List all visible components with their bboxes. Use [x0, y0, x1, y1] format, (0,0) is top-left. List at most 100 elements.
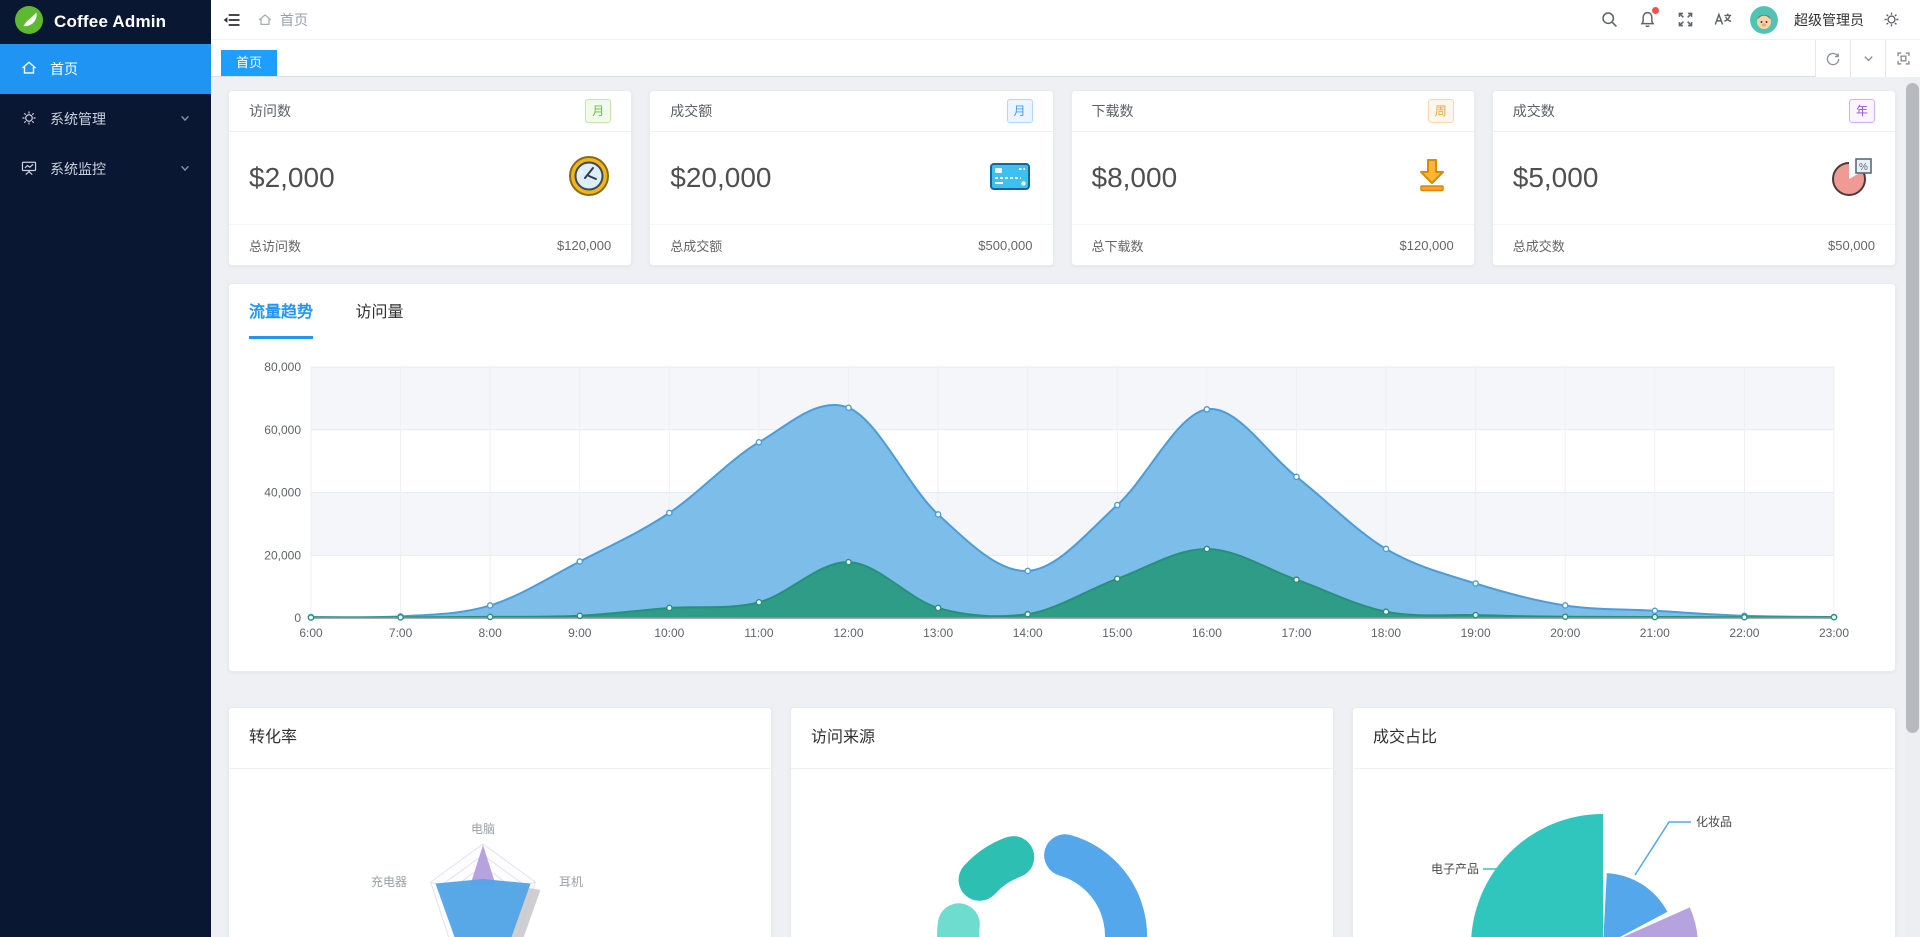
- pie-icon: %: [1829, 154, 1875, 203]
- svg-text:17:00: 17:00: [1281, 626, 1311, 640]
- svg-text:10:00: 10:00: [654, 626, 684, 640]
- fullscreen-icon[interactable]: [1674, 9, 1696, 31]
- card-title: 访问来源: [791, 708, 1333, 769]
- download-icon: [1410, 154, 1454, 203]
- stat-value: $5,000: [1512, 162, 1599, 193]
- stat-title: 成交数: [1512, 103, 1555, 119]
- svg-text:20,000: 20,000: [264, 548, 301, 562]
- deal-share-card: 成交占比 化妆品电子产品: [1352, 707, 1896, 937]
- stat-card-deal-count: 成交数 年 $5,000 % 总成交数: [1491, 90, 1896, 266]
- visit-source-donut-chart: [937, 834, 1147, 937]
- conversion-rate-card: 转化率 电脑耳机 充电器: [228, 707, 772, 937]
- svg-text:0: 0: [294, 611, 301, 625]
- gear-icon: [20, 109, 38, 130]
- stat-title: 访问数: [249, 103, 291, 119]
- translate-icon[interactable]: [1712, 9, 1734, 31]
- svg-text:21:00: 21:00: [1640, 626, 1670, 640]
- svg-text:15:00: 15:00: [1102, 626, 1132, 640]
- tab-visits[interactable]: 访问量: [355, 304, 404, 321]
- svg-text:40,000: 40,000: [264, 486, 301, 500]
- chevron-down-icon[interactable]: [1850, 40, 1885, 77]
- stat-footer-value: $120,000: [557, 237, 612, 253]
- app-logo[interactable]: Coffee Admin: [0, 0, 211, 44]
- chevron-down-icon: [179, 161, 191, 177]
- content: 访问数 月 $2,000 总访问数: [211, 77, 1920, 937]
- svg-text:22:00: 22:00: [1729, 626, 1759, 640]
- svg-text:18:00: 18:00: [1371, 626, 1401, 640]
- gear-icon[interactable]: [1880, 9, 1902, 31]
- search-icon[interactable]: [1598, 9, 1620, 31]
- username[interactable]: 超级管理员: [1794, 11, 1864, 28]
- card-title: 成交占比: [1353, 708, 1895, 769]
- chevron-down-icon: [179, 111, 191, 127]
- scrollbar-thumb[interactable]: [1906, 83, 1919, 733]
- sidebar: Coffee Admin 首页 系统管理 系统监: [0, 0, 211, 937]
- card-title: 转化率: [229, 708, 771, 769]
- breadcrumb[interactable]: 首页: [257, 10, 308, 30]
- svg-text:7:00: 7:00: [389, 626, 413, 640]
- svg-text:%: %: [1859, 162, 1868, 173]
- tab-traffic-trend[interactable]: 流量趋势: [249, 298, 314, 339]
- stat-footer-label: 总成交数: [1512, 238, 1565, 254]
- svg-text:12:00: 12:00: [834, 626, 864, 640]
- notification-dot: [1652, 6, 1659, 14]
- svg-text:电脑: 电脑: [471, 822, 495, 836]
- svg-text:11:00: 11:00: [744, 626, 773, 640]
- svg-text:6:00: 6:00: [299, 626, 323, 640]
- menu-fold-icon[interactable]: [221, 9, 243, 31]
- vertical-scrollbar: [1905, 77, 1920, 937]
- tags-bar: 首页: [211, 40, 1920, 77]
- svg-text:8:00: 8:00: [478, 626, 502, 640]
- clock-icon: [567, 154, 611, 203]
- period-badge: 周: [1427, 99, 1454, 123]
- breadcrumb-home: 首页: [280, 11, 308, 28]
- svg-text:耳机: 耳机: [559, 875, 583, 889]
- traffic-trend-card: 流量趋势 访问量 0 20,000 40,000 60,000 80,000 6:00 7:…: [228, 283, 1896, 672]
- visit-source-card: 访问来源: [790, 707, 1334, 937]
- refresh-icon[interactable]: [1815, 40, 1850, 77]
- stat-title: 下载数: [1091, 103, 1134, 119]
- sidebar-item-label: 系统管理: [50, 111, 106, 127]
- stat-footer-label: 总访问数: [249, 238, 302, 254]
- main-area: 首页: [211, 0, 1920, 937]
- period-badge: 年: [1849, 99, 1875, 123]
- home-icon: [258, 13, 272, 25]
- traffic-trend-chart: 0 20,000 40,000 60,000 80,000 6:00 7:00 8:00 9:0…: [264, 360, 1849, 640]
- svg-text:16:00: 16:00: [1192, 626, 1222, 640]
- top-navbar: 首页: [211, 0, 1920, 40]
- maximize-icon[interactable]: [1885, 40, 1920, 77]
- svg-text:电子产品: 电子产品: [1431, 862, 1479, 876]
- svg-text:60,000: 60,000: [264, 423, 301, 437]
- svg-text:23:00: 23:00: [1819, 626, 1849, 640]
- stat-value: $20,000: [670, 162, 772, 193]
- tag-tab-home[interactable]: 首页: [221, 50, 278, 76]
- svg-text:化妆品: 化妆品: [1696, 815, 1732, 829]
- svg-text:20:00: 20:00: [1550, 626, 1580, 640]
- svg-text:14:00: 14:00: [1013, 626, 1043, 640]
- leaf-logo-icon: [14, 5, 44, 40]
- sidebar-item-label: 首页: [50, 61, 78, 77]
- stat-card-deal-amount: 成交额 月 $20,000: [649, 90, 1054, 266]
- sidebar-item-system-monitor[interactable]: 系统监控: [0, 144, 211, 194]
- stat-footer-value: $50,000: [1828, 237, 1875, 253]
- home-icon: [20, 59, 38, 80]
- stat-footer-value: $120,000: [1399, 237, 1454, 253]
- sidebar-item-home[interactable]: 首页: [0, 44, 211, 94]
- stat-footer-value: $500,000: [978, 237, 1033, 253]
- stat-card-downloads: 下载数 周 $8,000 总下载数 $120,000: [1070, 90, 1475, 266]
- sidebar-item-system-mgmt[interactable]: 系统管理: [0, 94, 211, 144]
- sidebar-item-label: 系统监控: [50, 161, 106, 177]
- bell-icon[interactable]: [1636, 6, 1659, 31]
- svg-text:充电器: 充电器: [371, 874, 407, 889]
- avatar[interactable]: [1750, 5, 1778, 34]
- stat-footer-label: 总成交额: [670, 238, 723, 254]
- stat-cards-row: 访问数 月 $2,000 总访问数: [228, 90, 1896, 266]
- stat-value: $8,000: [1091, 162, 1178, 193]
- credit-card-icon: [987, 154, 1033, 203]
- svg-text:80,000: 80,000: [264, 360, 301, 374]
- svg-text:19:00: 19:00: [1461, 626, 1491, 640]
- period-badge: 月: [585, 99, 612, 123]
- stat-value: $2,000: [249, 162, 335, 193]
